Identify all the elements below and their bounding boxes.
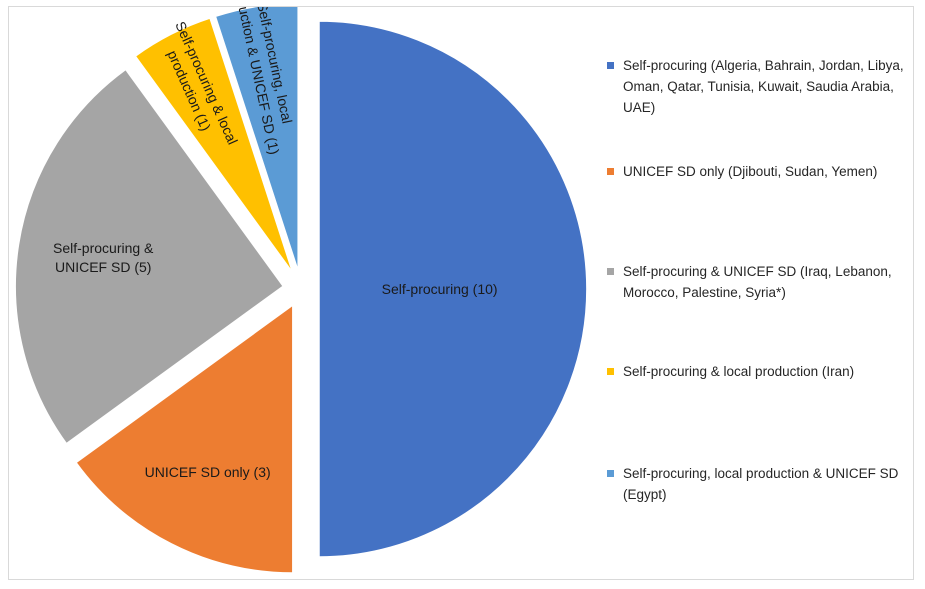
chart-frame: Self-procuring (10) UNICEF SD only (3) Sel… (8, 6, 914, 580)
legend-item-self-procuring-local-production-unicef-sd: Self-procuring, local production & UNICE… (607, 463, 919, 505)
legend-swatch (607, 168, 614, 175)
legend-label: UNICEF SD only (Djibouti, Sudan, Yemen) (623, 164, 878, 179)
slice-label-1: UNICEF SD only (3) (145, 464, 271, 480)
legend-swatch (607, 62, 614, 69)
legend-label: Self-procuring, local production & UNICE… (623, 466, 899, 502)
legend-label: Self-procuring & UNICEF SD (Iraq, Lebano… (623, 264, 892, 300)
legend-item-unicef-sd-only: UNICEF SD only (Djibouti, Sudan, Yemen) (607, 161, 919, 182)
pie-slice-1 (74, 303, 294, 574)
legend-swatch (607, 368, 614, 375)
legend-swatch (607, 470, 614, 477)
legend-label: Self-procuring & local production (Iran) (623, 364, 855, 379)
legend-label: Self-procuring (Algeria, Bahrain, Jordan… (623, 58, 904, 115)
pie-chart: Self-procuring (10) UNICEF SD only (3) Sel… (14, 7, 588, 574)
legend-swatch (607, 268, 614, 275)
slice-label-0: Self-procuring (10) (382, 281, 498, 297)
pie-slice-4 (214, 7, 299, 272)
pie-slice-2 (14, 68, 285, 445)
pie-slice-0 (318, 20, 588, 558)
pie-slice-3 (134, 17, 294, 274)
slice-label-2: Self-procuring & UNICEF SD (5) (53, 240, 154, 275)
legend-item-self-procuring-local-production: Self-procuring & local production (Iran) (607, 361, 919, 382)
legend-item-self-procuring-unicef-sd: Self-procuring & UNICEF SD (Iraq, Lebano… (607, 261, 919, 303)
legend-item-self-procuring: Self-procuring (Algeria, Bahrain, Jordan… (607, 55, 919, 118)
